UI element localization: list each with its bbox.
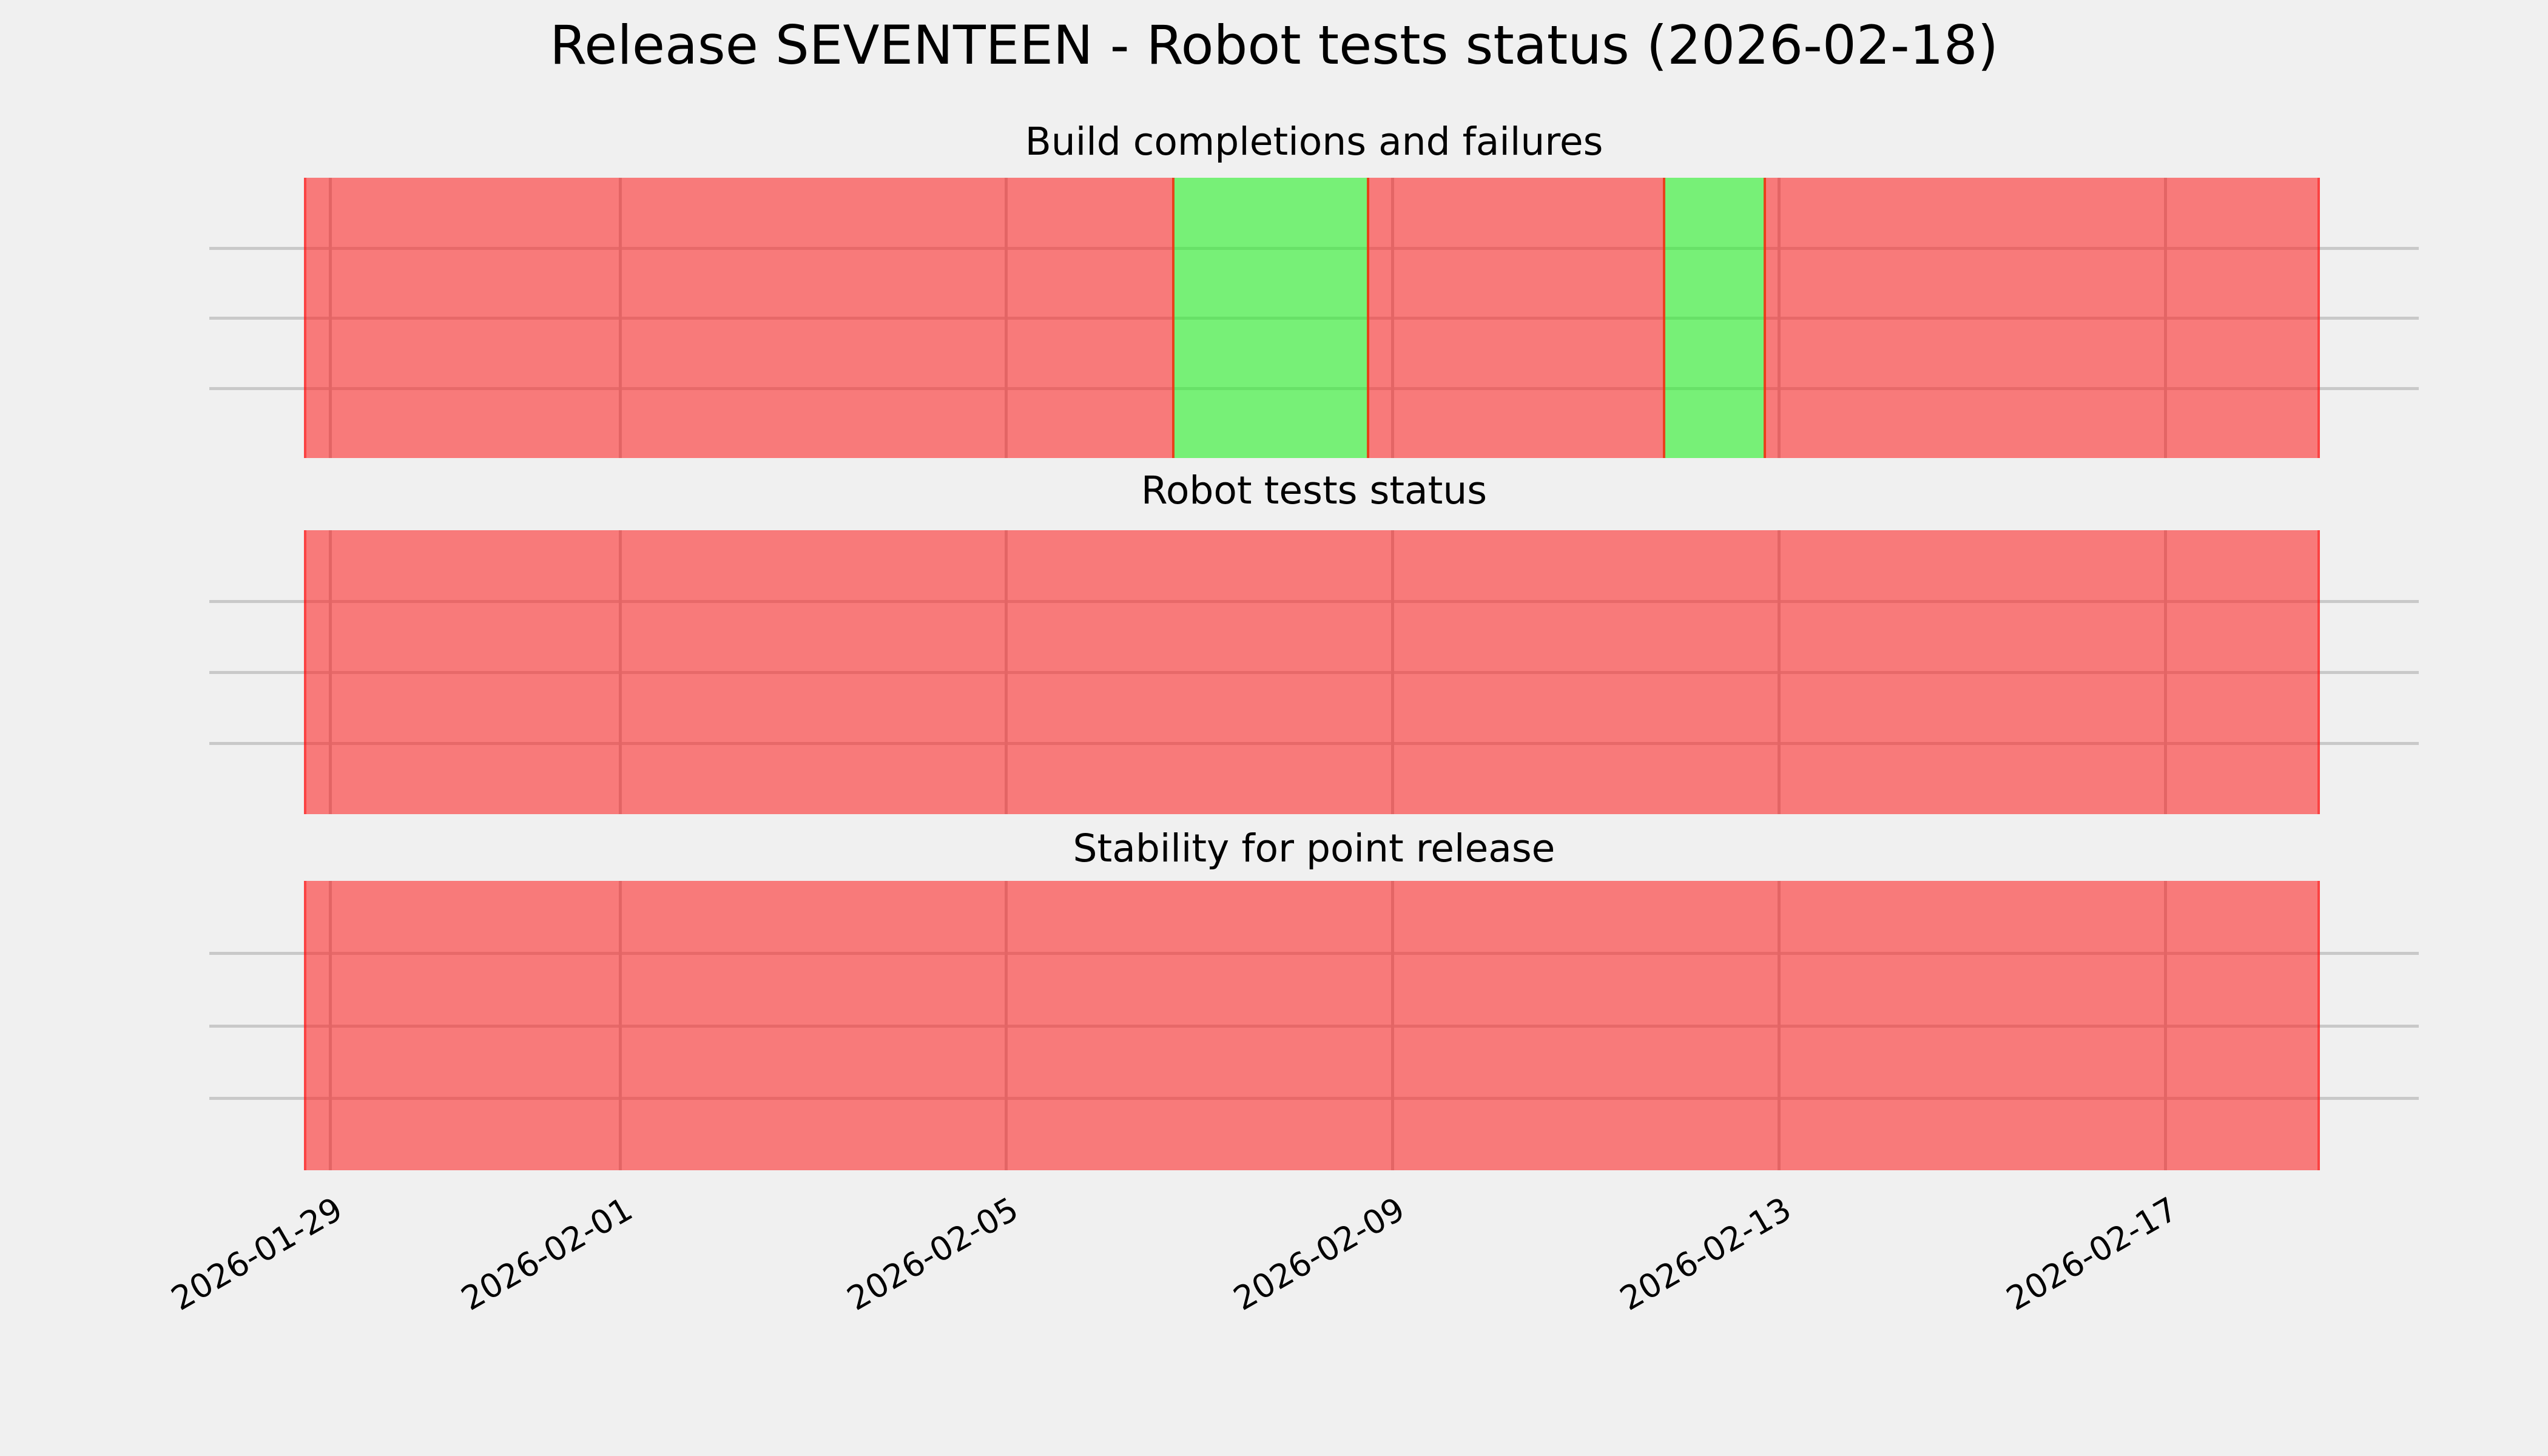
plot-area-stability-for-point-release — [209, 881, 2419, 1170]
chart-title: Release SEVENTEEN - Robot tests status (… — [550, 14, 1998, 76]
status-band-fail — [1765, 178, 2320, 458]
band-boundary-line — [1663, 178, 1665, 458]
status-band-pass — [1664, 178, 1765, 458]
bars-right-edge-line — [2317, 881, 2320, 1170]
bars-left-edge-line — [304, 881, 306, 1170]
plot-area-robot-tests-status — [209, 530, 2419, 814]
bars-left-edge-line — [304, 530, 306, 814]
status-band-pass — [1173, 178, 1369, 458]
status-band-fail — [304, 530, 2320, 814]
band-boundary-line — [1367, 178, 1369, 458]
x-tick-label: 2026-02-13 — [1613, 1190, 1798, 1318]
x-tick-label: 2026-01-29 — [164, 1190, 349, 1318]
x-tick-label: 2026-02-17 — [2000, 1190, 2184, 1318]
plot-area-build-completions-and-failures — [209, 178, 2419, 458]
status-band-fail — [304, 178, 1173, 458]
status-band-fail — [304, 881, 2320, 1170]
band-boundary-line — [1764, 178, 1766, 458]
bars-left-edge-line — [304, 178, 306, 458]
bars-right-edge-line — [2317, 178, 2320, 458]
x-tick-label: 2026-02-05 — [840, 1190, 1025, 1318]
band-boundary-line — [1172, 178, 1175, 458]
subplot-title-robot-tests: Robot tests status — [1141, 468, 1488, 513]
x-tick-label: 2026-02-01 — [454, 1190, 639, 1318]
bars-right-edge-line — [2317, 530, 2320, 814]
subplot-title-build-completions: Build completions and failures — [1025, 120, 1603, 164]
x-tick-label: 2026-02-09 — [1227, 1190, 1411, 1318]
status-band-fail — [1368, 178, 1664, 458]
subplot-title-stability: Stability for point release — [1073, 826, 1555, 871]
